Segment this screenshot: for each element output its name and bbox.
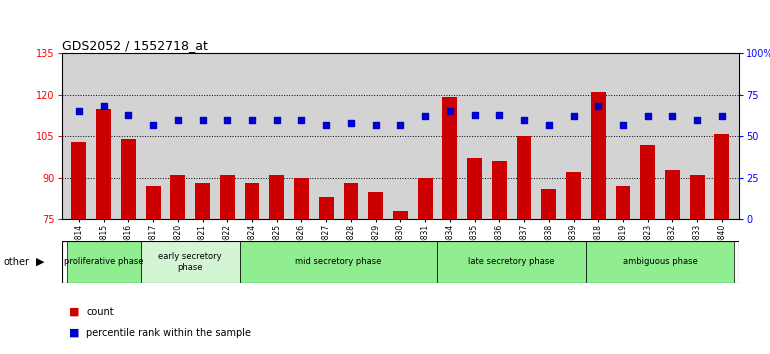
Bar [343, 183, 358, 354]
Bar [294, 178, 309, 354]
Point [172, 117, 184, 122]
Bar [492, 161, 507, 354]
Bar [417, 178, 433, 354]
Point [98, 103, 110, 109]
Bar [443, 97, 457, 354]
Bar [72, 142, 86, 354]
Point [666, 114, 678, 119]
Point [296, 117, 308, 122]
Text: percentile rank within the sample: percentile rank within the sample [86, 328, 251, 338]
Point [493, 112, 505, 118]
Text: GDS2052 / 1552718_at: GDS2052 / 1552718_at [62, 39, 207, 52]
Bar [220, 175, 235, 354]
Bar [319, 197, 333, 354]
Point [543, 122, 555, 127]
Text: ambiguous phase: ambiguous phase [623, 257, 698, 267]
Bar [270, 175, 284, 354]
Text: ■: ■ [69, 328, 80, 338]
Bar [141, 241, 239, 283]
Bar [66, 241, 141, 283]
Point [592, 103, 604, 109]
Text: proliferative phase: proliferative phase [64, 257, 143, 267]
Point [320, 122, 333, 127]
Bar [665, 170, 680, 354]
Bar [517, 136, 531, 354]
Point [518, 117, 531, 122]
Point [345, 120, 357, 126]
Bar [641, 144, 655, 354]
Text: mid secretory phase: mid secretory phase [296, 257, 382, 267]
Point [419, 114, 431, 119]
Point [617, 122, 629, 127]
Point [716, 114, 728, 119]
Bar [690, 175, 705, 354]
Bar [615, 186, 631, 354]
Bar [715, 133, 729, 354]
Bar [467, 159, 482, 354]
Text: ■: ■ [69, 307, 80, 316]
Bar [239, 241, 437, 283]
Text: count: count [86, 307, 114, 316]
Bar [121, 139, 136, 354]
Bar [245, 183, 259, 354]
Point [72, 109, 85, 114]
Point [468, 112, 480, 118]
Bar [195, 183, 210, 354]
Point [370, 122, 382, 127]
Point [394, 122, 407, 127]
Point [691, 117, 703, 122]
Bar [566, 172, 581, 354]
Bar [591, 92, 606, 354]
Bar [437, 241, 586, 283]
Point [641, 114, 654, 119]
Bar [96, 109, 111, 354]
Point [122, 112, 135, 118]
Bar [541, 189, 556, 354]
Bar [586, 241, 735, 283]
Bar [170, 175, 186, 354]
Point [246, 117, 258, 122]
Bar [368, 192, 383, 354]
Point [444, 109, 456, 114]
Text: early secretory
phase: early secretory phase [159, 252, 222, 272]
Bar [146, 186, 160, 354]
Point [147, 122, 159, 127]
Point [196, 117, 209, 122]
Text: other: other [4, 257, 30, 267]
Point [270, 117, 283, 122]
Text: late secretory phase: late secretory phase [468, 257, 555, 267]
Point [221, 117, 233, 122]
Text: ▶: ▶ [36, 257, 45, 267]
Point [567, 114, 580, 119]
Bar [393, 211, 408, 354]
